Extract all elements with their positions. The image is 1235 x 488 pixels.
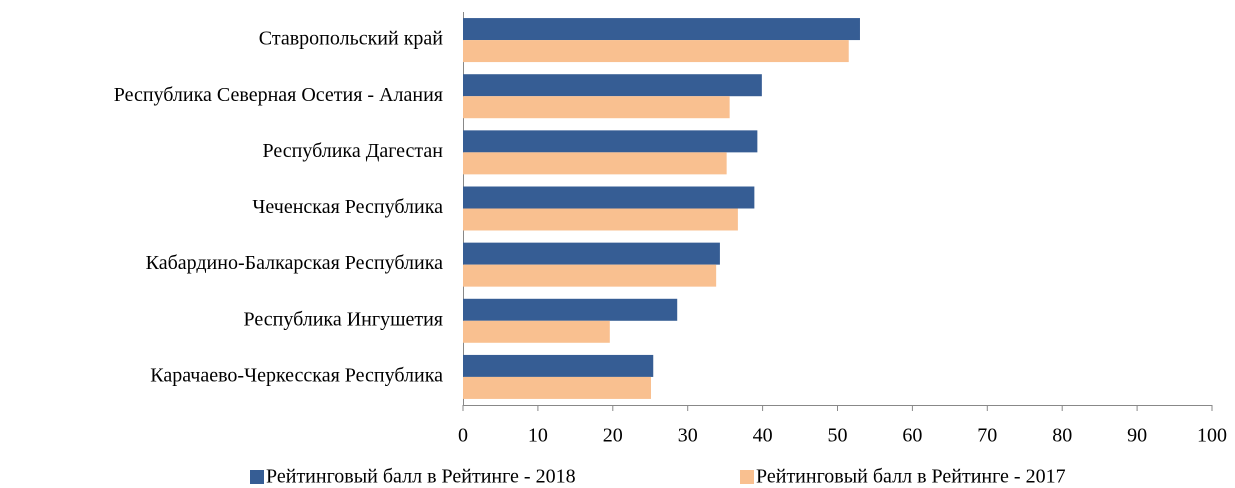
bar [463,264,717,287]
legend-label: Рейтинговый балл в Рейтинге - 2017 [756,466,1066,488]
x-tick-label: 80 [1052,425,1072,447]
bar [463,152,727,175]
bar [463,40,849,63]
x-tick-label: 70 [977,425,997,447]
bar [463,18,860,41]
x-tick-label: 10 [528,425,548,447]
x-tick-label: 30 [678,425,698,447]
bar [463,298,678,321]
x-tick-label: 0 [458,425,468,447]
bar [463,376,651,399]
y-tick-label: Республика Северная Осетия - Алания [114,84,443,106]
legend-swatch [740,470,754,484]
y-tick-label: Чеченская Республика [252,196,443,218]
y-tick-label: Карачаево-Черкесская Республика [150,365,443,387]
x-tick-label: 50 [828,425,848,447]
bar [463,320,610,343]
x-tick-label: 100 [1197,425,1227,447]
bar [463,208,738,231]
x-tick-label: 60 [902,425,922,447]
y-tick-label: Кабардино-Балкарская Республика [146,252,443,274]
bar [463,186,755,209]
x-tick-label: 40 [753,425,773,447]
bar [463,74,762,97]
bar [463,130,758,153]
legend-label: Рейтинговый балл в Рейтинге - 2018 [266,466,576,488]
legend-swatch [250,470,264,484]
bar [463,242,720,265]
bar [463,96,730,119]
x-tick-label: 20 [603,425,623,447]
y-tick-label: Республика Ингушетия [244,308,443,330]
bar [463,354,654,377]
y-tick-label: Республика Дагестан [263,140,444,162]
x-tick-label: 90 [1127,425,1147,447]
y-tick-label: Ставропольский край [259,28,444,50]
